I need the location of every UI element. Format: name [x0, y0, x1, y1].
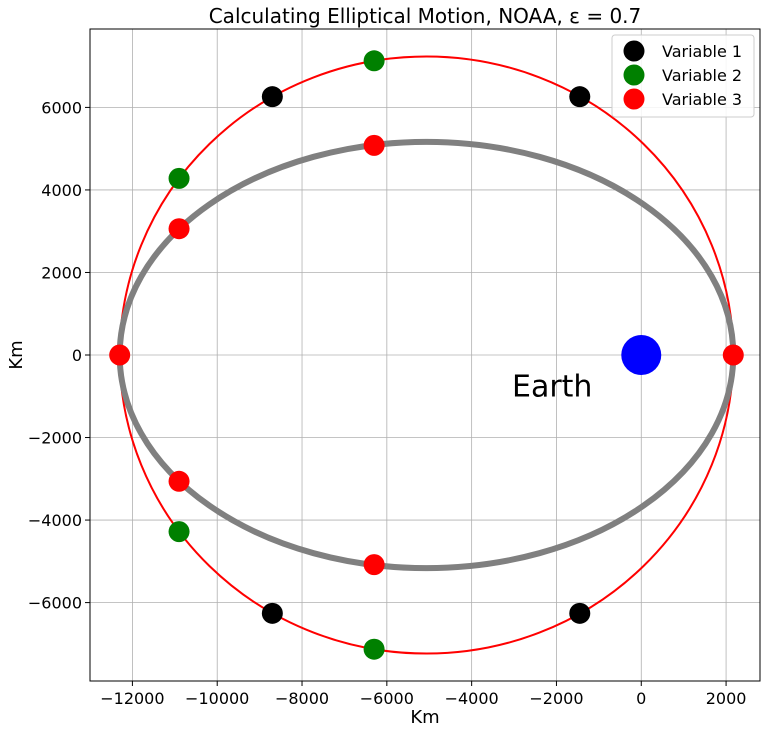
point-variable-1: [569, 86, 591, 108]
y-tick-label: 2000: [41, 263, 82, 282]
x-tick-label: −8000: [275, 689, 329, 708]
x-tick-label: 0: [636, 689, 646, 708]
legend-marker: [623, 88, 645, 110]
point-variable-2: [168, 521, 190, 543]
x-tick-label: −2000: [529, 689, 583, 708]
point-variable-3: [168, 470, 190, 492]
x-tick-label: −12000: [100, 689, 164, 708]
chart-title: Calculating Elliptical Motion, NOAA, ε =…: [209, 4, 642, 28]
y-axis-label: Km: [6, 340, 27, 369]
y-tick-label: −4000: [28, 511, 82, 530]
legend-marker: [623, 40, 645, 62]
legend-label: Variable 2: [662, 66, 742, 85]
legend-label: Variable 1: [662, 42, 742, 61]
y-tick-label: 6000: [41, 98, 82, 117]
legend-label: Variable 3: [662, 90, 742, 109]
point-variable-1: [569, 602, 591, 624]
earth-marker: [621, 335, 662, 375]
x-tick-label: −6000: [360, 689, 414, 708]
point-variable-1: [261, 602, 283, 624]
point-variable-1: [261, 86, 283, 108]
legend: Variable 1 Variable 2 Variable 3: [611, 34, 755, 118]
grid: [90, 29, 760, 681]
point-variable-2: [363, 50, 385, 72]
point-variable-3: [363, 554, 385, 576]
x-tick-label: 2000: [706, 689, 747, 708]
y-tick-label: 4000: [41, 181, 82, 200]
point-variable-3: [722, 344, 744, 366]
y-tick-label: −2000: [28, 429, 82, 448]
x-tick-label: −4000: [445, 689, 499, 708]
axis-ticks: −12000 −10000 −8000 −6000 −4000 −2000 0 2000 −60…: [28, 98, 747, 708]
data-points: [109, 50, 744, 660]
x-tick-label: −10000: [185, 689, 249, 708]
point-variable-3: [168, 218, 190, 240]
point-variable-2: [168, 167, 190, 189]
point-variable-3: [109, 344, 131, 366]
point-variable-3: [363, 134, 385, 156]
y-tick-label: 0: [72, 346, 82, 365]
legend-marker: [623, 64, 645, 86]
point-variable-2: [363, 638, 385, 660]
legend-box: [611, 34, 755, 118]
x-axis-label: Km: [410, 707, 439, 728]
earth-label: Earth: [512, 370, 592, 405]
y-tick-label: −6000: [28, 594, 82, 613]
